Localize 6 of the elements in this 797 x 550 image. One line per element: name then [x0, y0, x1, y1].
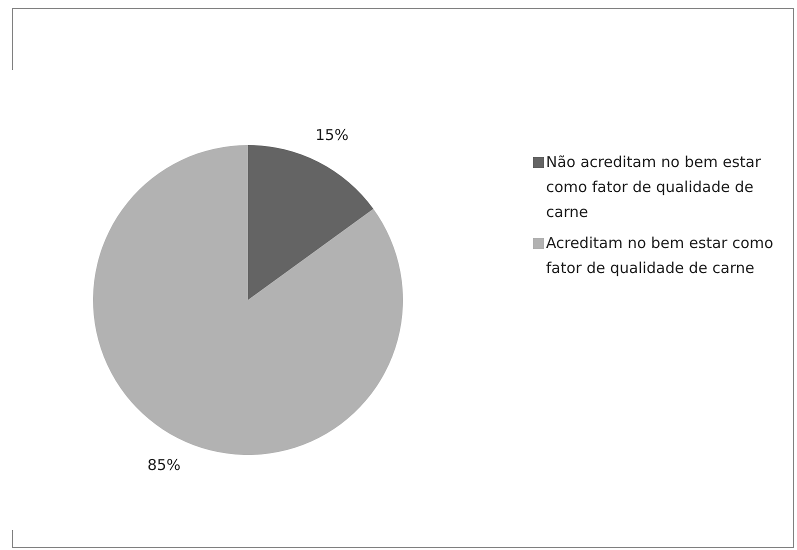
legend-label: Não acreditam no bem estar como fator de qualidade de carne [546, 152, 762, 223]
data-label: 15% [315, 126, 349, 144]
pie-slice [248, 145, 374, 300]
data-label: 85% [147, 456, 181, 474]
pie-slice [93, 145, 403, 455]
legend-label: Acreditam no bem estar como fator de qualidade de carne [546, 233, 774, 279]
